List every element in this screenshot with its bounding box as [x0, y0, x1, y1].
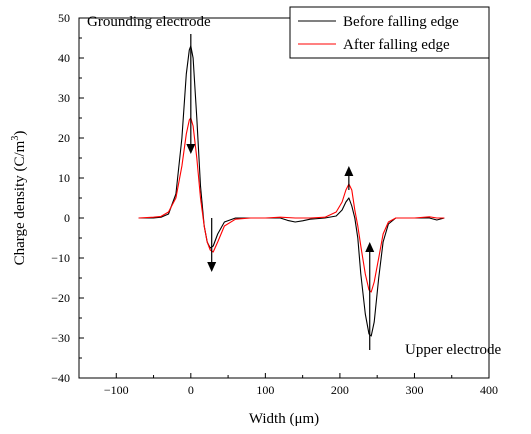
arrow-upper-peak-up	[344, 166, 354, 190]
legend-frame	[289, 6, 490, 59]
y-tick-label: 20	[58, 131, 70, 145]
plot-frame	[78, 17, 490, 379]
x-axis-title: Width (μm)	[249, 411, 319, 427]
y-tick-label: −20	[51, 291, 70, 305]
legend: Before falling edge After falling edge	[289, 6, 490, 59]
legend-label-before: Before falling edge	[343, 14, 459, 30]
series-line-after-falling-edge	[138, 117, 445, 293]
y-tick-label: 30	[58, 91, 70, 105]
arrow-upper-trough-up-head	[365, 242, 375, 252]
y-tick-label: −40	[51, 371, 70, 385]
x-tick-label: 400	[480, 383, 498, 397]
series-layer	[138, 45, 445, 337]
x-tick-label: 100	[256, 383, 274, 397]
arrow-upper-peak-up-head	[344, 166, 354, 176]
legend-label-after: After falling edge	[343, 37, 450, 53]
y-axis-title-superscript: 3	[10, 136, 21, 141]
arrow-grounding-peak-down-head	[186, 144, 196, 154]
arrow-grounding-peak-down	[186, 34, 196, 154]
annotation-upper-electrode: Upper electrode	[405, 342, 502, 358]
arrow-grounding-trough-down	[207, 218, 217, 272]
arrows	[186, 34, 375, 350]
y-tick-label: 10	[58, 171, 70, 185]
y-tick-label: −10	[51, 251, 70, 265]
series-line-before-falling-edge	[138, 45, 445, 337]
y-axis-title: Charge density (C/m3)	[10, 131, 28, 266]
y-tick-label: −30	[51, 331, 70, 345]
x-tick-label: 300	[405, 383, 423, 397]
y-tick-label: 50	[58, 11, 70, 25]
annotation-grounding-electrode: Grounding electrode	[87, 14, 211, 30]
y-tick-label: 0	[64, 211, 70, 225]
x-tick-label: 200	[331, 383, 349, 397]
arrow-upper-trough-up	[365, 242, 375, 350]
x-tick-label: −100	[104, 383, 129, 397]
y-tick-label: 40	[58, 51, 70, 65]
x-tick-label: 0	[188, 383, 194, 397]
arrow-grounding-trough-down-head	[207, 262, 217, 272]
